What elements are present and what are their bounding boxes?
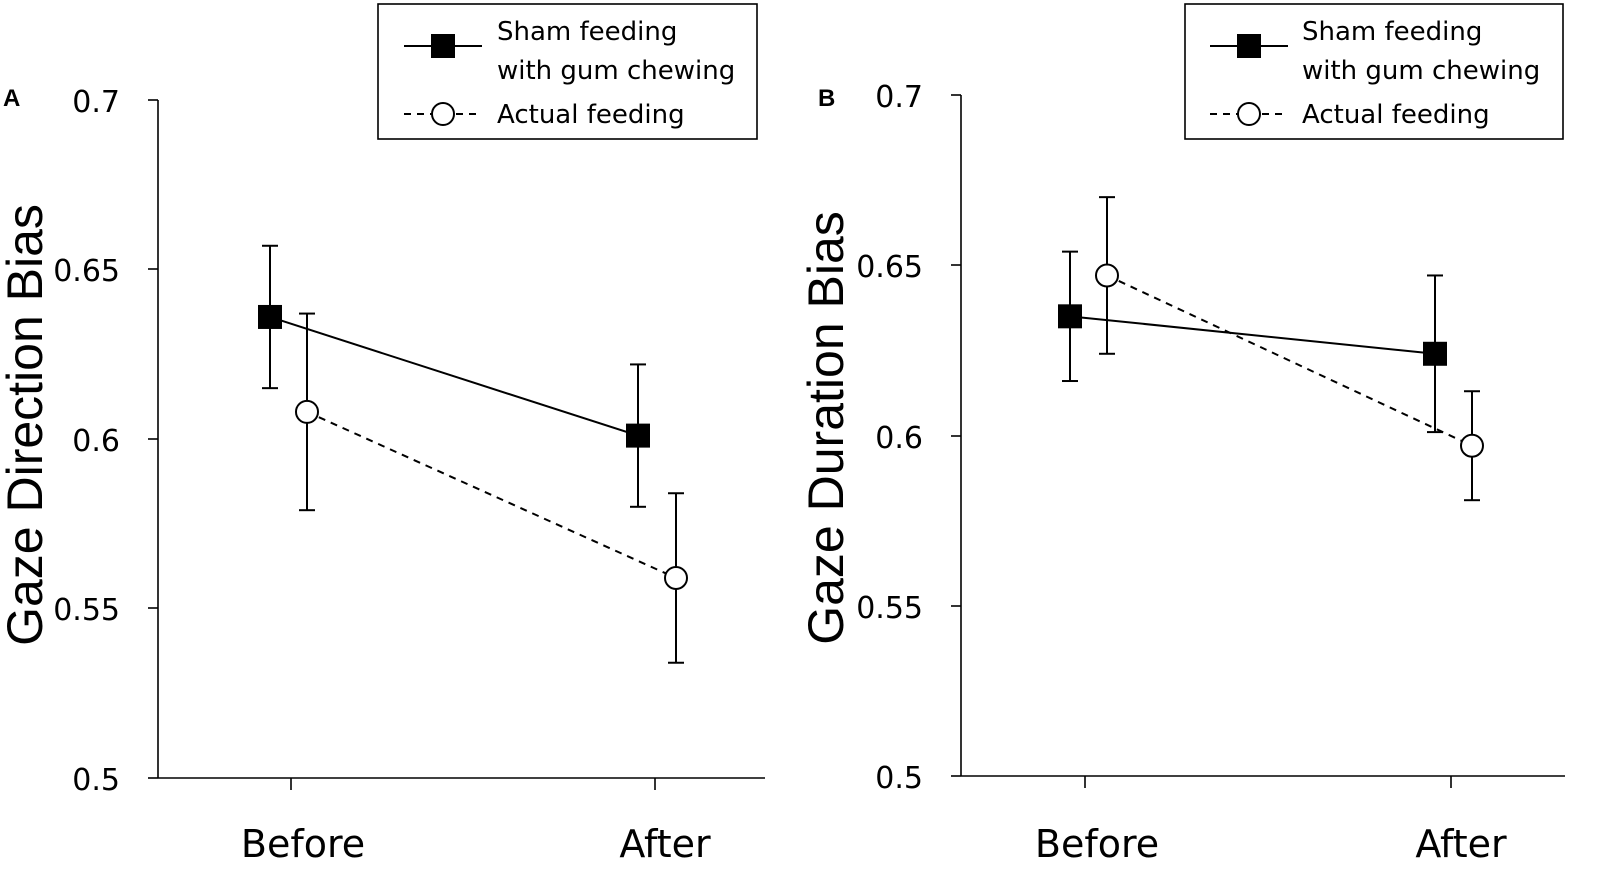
panel-b-legend-sham-label-line2: with gum chewing	[1302, 56, 1540, 86]
panel-a-y-tick-label: 0.6	[72, 424, 120, 459]
panel-a-sham-point-before	[258, 304, 282, 329]
panel-a-legend-actual-label: Actual feeding	[497, 100, 685, 130]
panel-a-actual-point-before	[295, 399, 319, 424]
panel-a-series-actual	[295, 312, 688, 664]
panel-b-y-tick-label: 0.55	[856, 591, 923, 626]
panel-a-legend-sham-label-line1: Sham feeding	[497, 17, 677, 47]
panel-b-y-tick-label: 0.7	[875, 80, 923, 115]
panel-b-legend-actual-label: Actual feeding	[1302, 100, 1490, 130]
panel-b-actual-point-before	[1095, 263, 1119, 288]
panel-b-actual-line	[1106, 274, 1473, 447]
panel-b-sham-line	[1069, 315, 1436, 355]
panel-b-y-tick-label: 0.6	[875, 421, 923, 456]
panel-a-y-tick-label: 0.7	[72, 85, 120, 120]
panel-a: A 0.5 0.55 0.6 0.65 0.7 Before After Gaz…	[0, 3, 765, 866]
panel-a-series-sham	[258, 244, 650, 508]
panel-b: B 0.5 0.55 0.6 0.65 0.7 Before After Gaz…	[798, 3, 1565, 866]
panel-b-x-label-before: Before	[1035, 822, 1159, 866]
panel-a-y-tick-label: 0.55	[53, 593, 120, 628]
panel-b-y-axis-title: Gaze Duration Bias	[798, 211, 854, 645]
panel-a-y-tick-label: 0.65	[53, 254, 120, 289]
panel-b-y-tick-label: 0.65	[856, 250, 923, 285]
panel-a-sham-line	[269, 316, 639, 437]
panel-b-series-actual	[1095, 196, 1484, 502]
panel-a-legend-actual-circle-icon	[431, 102, 455, 126]
panel-b-legend: Sham feeding with gum chewing Actual fee…	[1184, 3, 1564, 140]
panel-a-x-label-before: Before	[241, 822, 365, 866]
panel-a-actual-line	[306, 410, 677, 579]
panel-b-y-tick-label: 0.5	[875, 761, 923, 796]
panel-a-legend-sham-square-icon	[431, 34, 455, 58]
panel-b-sham-point-after	[1423, 341, 1447, 366]
panel-b-sham-point-before	[1058, 304, 1082, 329]
panel-a-sham-point-after	[626, 423, 650, 448]
panel-a-y-axis-title: Gaze Direction Bias	[0, 204, 53, 646]
panel-b-legend-sham-label-line1: Sham feeding	[1302, 17, 1482, 47]
panel-b-letter: B	[818, 85, 835, 112]
panel-b-x-label-after: After	[1415, 822, 1507, 866]
panel-a-x-label-after: After	[619, 822, 711, 866]
panel-a-letter: A	[3, 85, 20, 112]
panel-a-legend: Sham feeding with gum chewing Actual fee…	[377, 3, 758, 140]
panel-b-actual-point-after	[1460, 433, 1484, 458]
panel-b-series-sham	[1058, 250, 1447, 434]
panel-a-actual-point-after	[664, 565, 688, 590]
panel-b-legend-actual-circle-icon	[1237, 102, 1261, 126]
panel-a-legend-sham-label-line2: with gum chewing	[497, 56, 735, 86]
panel-a-y-tick-label: 0.5	[72, 763, 120, 798]
panel-b-legend-sham-square-icon	[1237, 34, 1261, 58]
